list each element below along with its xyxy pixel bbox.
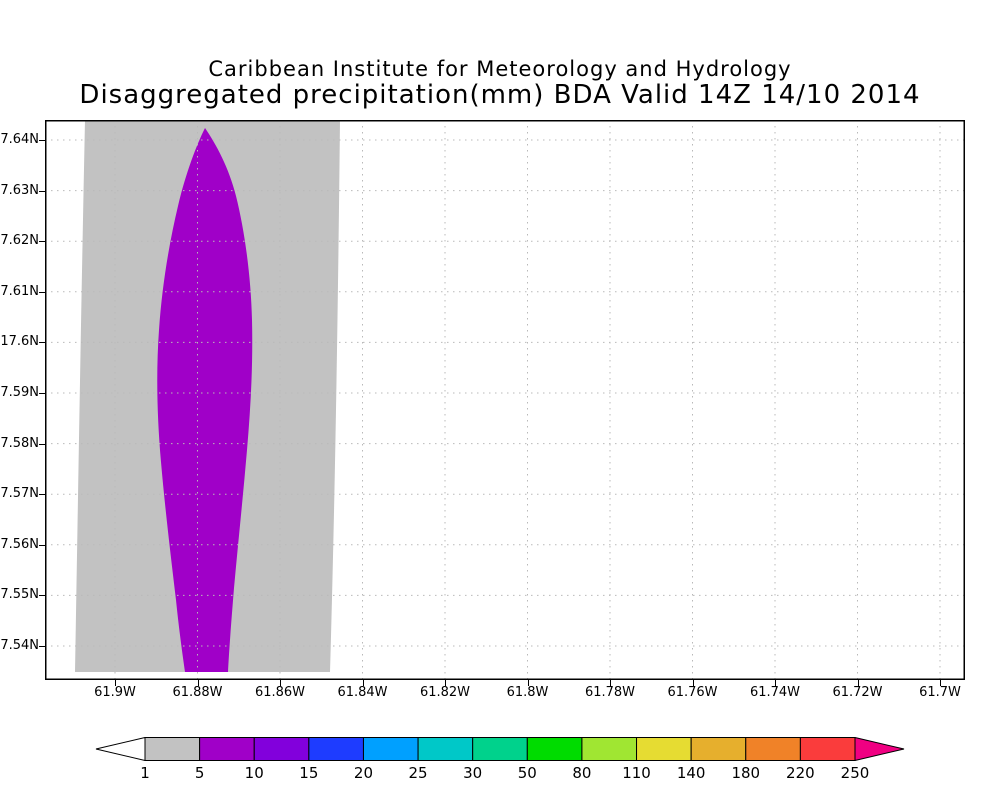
colorbar-arrow-right [854,737,905,761]
y-tick-label: 7.57N [0,486,39,502]
colorbar-level-label: 10 [244,764,264,782]
colorbar-segment [253,737,310,761]
x-tick-label: 61.76W [667,685,718,700]
y-tick-mark [39,443,45,445]
colorbar-level-label: 5 [194,764,205,782]
y-tick-label: 7.54N [0,638,39,653]
x-tick-mark [857,680,859,686]
colorbar-level-label: 250 [840,764,870,782]
y-tick-label: 7.58N [0,435,39,451]
x-tick-label: 61.9W [94,685,136,700]
colorbar-segment [472,737,528,761]
x-tick-label: 61.86W [254,685,306,700]
x-tick-label: 61.82W [419,685,471,700]
colorbar-level-label: 20 [353,764,373,782]
precip-region-5-10mm [157,128,253,672]
colorbar-segment [745,737,801,761]
y-tick-mark [39,140,45,141]
colorbar-arrow-left [95,737,146,761]
y-tick-mark [39,646,45,647]
x-tick-mark [115,680,116,686]
colorbar-segment [308,737,364,761]
x-tick-label: 61.74W [749,685,801,700]
colorbar-level-label: 80 [572,764,592,782]
x-tick-mark [610,680,611,686]
x-tick-mark [692,680,694,686]
colorbar-segment [144,737,201,761]
colorbar-segment [636,737,692,761]
y-tick-mark [39,494,45,496]
plot-border [45,120,965,680]
x-tick-label: 61.7W [919,685,961,700]
y-tick-mark [39,190,45,192]
x-tick-mark [280,680,281,686]
y-tick-label: 7.56N [0,536,39,552]
colorbar-level-label: 180 [731,764,761,782]
colorbar-level-label: 50 [517,764,537,782]
y-tick-mark [39,595,45,597]
x-tick-label: 61.72W [832,685,883,700]
colorbar-segment [199,737,255,761]
y-tick-label: 7.55N [0,587,39,603]
x-tick-label: 61.88W [172,685,223,700]
colorbar-level-label: 25 [408,764,428,782]
colorbar-level-label: 140 [676,764,706,782]
colorbar-level-label: 30 [463,764,483,782]
x-tick-mark [940,680,941,686]
y-tick-mark [39,544,45,546]
y-tick-label: 17.6N [0,334,39,350]
x-tick-label: 61.84W [337,685,388,700]
colorbar-segment [581,737,638,761]
colorbar-segment [362,737,419,761]
x-tick-mark [362,680,364,686]
colorbar-level-label: 1 [140,764,150,782]
colorbar-legend [95,737,905,761]
y-tick-label: 7.61N [0,283,39,299]
y-tick-mark [39,291,45,293]
x-tick-mark [527,680,529,686]
colorbar-segment [690,737,747,761]
chart-title: Disaggregated precipitation(mm) BDA Vali… [79,80,921,110]
y-tick-mark [39,241,45,243]
colorbar-segment [526,737,583,761]
institution-title: Caribbean Institute for Meteorology and … [208,57,792,81]
colorbar-level-label: 15 [299,764,319,782]
x-tick-mark [197,680,199,686]
x-tick-label: 61.8W [506,685,549,700]
colorbar-level-label: 220 [786,764,815,782]
y-tick-mark [39,393,45,394]
colorbar-segment [799,737,856,761]
y-tick-label: 7.63N [0,182,39,198]
colorbar-segment [417,737,474,761]
y-tick-mark [39,342,45,344]
x-tick-label: 61.78W [584,685,636,700]
colorbar-level-label: 110 [622,764,651,782]
map-plot-area [45,120,965,680]
x-tick-mark [775,680,776,686]
y-tick-label: 7.62N [0,233,39,249]
x-tick-mark [445,680,446,686]
y-tick-label: 7.59N [0,385,39,400]
y-tick-label: 7.64N [0,132,39,147]
